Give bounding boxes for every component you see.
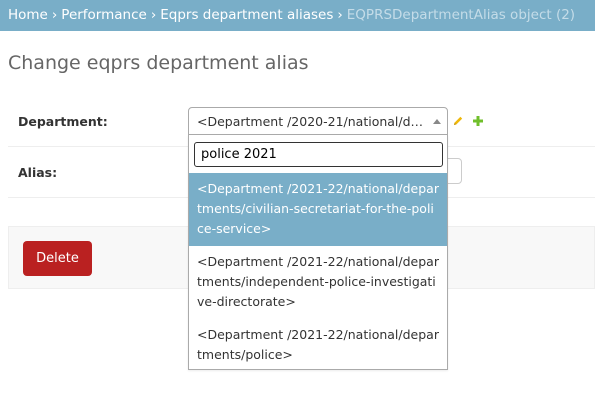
plus-icon[interactable]: [472, 115, 484, 127]
delete-button[interactable]: Delete: [23, 241, 92, 276]
department-select[interactable]: <Department /2020-21/national/department…: [188, 107, 448, 135]
department-selected-value: <Department /2020-21/national/department…: [197, 114, 425, 129]
caret-up-icon: [433, 119, 441, 124]
breadcrumb: Home › Performance › Eqprs department aliase…: [0, 0, 595, 31]
dropdown-options: <Department /2021-22/national/department…: [189, 173, 447, 372]
dropdown-search-input[interactable]: [194, 142, 443, 167]
breadcrumb-home-link[interactable]: Home: [8, 7, 48, 23]
breadcrumb-separator: ›: [150, 7, 157, 23]
dropdown-option[interactable]: <Department /2021-22/national/department…: [197, 327, 439, 362]
department-label: Department:: [18, 114, 108, 129]
dropdown-option[interactable]: <Department /2021-22/national/department…: [197, 254, 439, 309]
breadcrumb-performance-link[interactable]: Performance: [61, 7, 147, 23]
dropdown-option[interactable]: <Department /2021-22/national/department…: [189, 173, 447, 246]
breadcrumb-current: EQPRSDepartmentAlias object (2): [346, 7, 576, 23]
alias-label: Alias:: [18, 165, 58, 180]
department-dropdown: <Department /2021-22/national/department…: [188, 135, 448, 370]
page-title: Change eqprs department alias: [8, 52, 309, 74]
pencil-icon[interactable]: [452, 115, 464, 127]
breadcrumb-separator: ›: [51, 7, 58, 23]
breadcrumb-separator: ›: [337, 7, 343, 23]
breadcrumb-model-link[interactable]: Eqprs department aliases: [160, 7, 334, 23]
